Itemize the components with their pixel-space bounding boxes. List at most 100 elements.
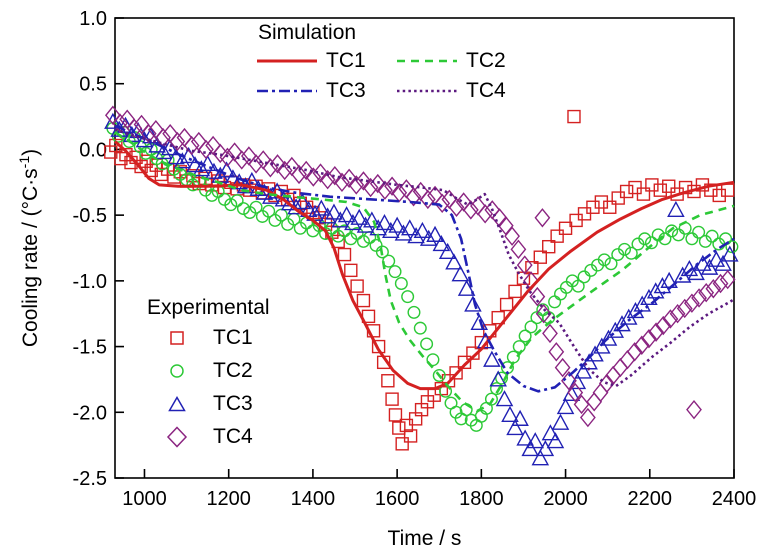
exp-point-circle [375, 245, 389, 259]
exp-point-triangle [551, 413, 570, 430]
exp-point-diamond [326, 166, 343, 186]
exp-point-triangle [344, 213, 362, 231]
exp-point-diamond [633, 335, 650, 355]
exp-point-square [712, 188, 726, 203]
exp-point-triangle [599, 329, 618, 346]
exp-point-triangle [721, 245, 739, 262]
exp-point-square [662, 179, 676, 193]
x-axis-title: Time / s [388, 527, 462, 550]
exp-point-square [395, 437, 409, 451]
exp-point-triangle [337, 206, 356, 223]
x-tick-label: 2200 [628, 488, 673, 510]
sim-line-tc2 [114, 131, 735, 413]
exp-point-square [119, 147, 133, 162]
tc2-line-sample-icon [397, 59, 457, 63]
exp-point-circle [571, 279, 585, 293]
exp-point-triangle [457, 279, 476, 296]
legend-simulation-title: Simulation [258, 21, 357, 44]
exp-point-diamond [691, 288, 707, 308]
exp-point-circle [518, 329, 532, 343]
exp-point-diamond [626, 342, 643, 362]
tc1-line-sample-icon [257, 59, 317, 63]
exp-point-diamond [567, 382, 584, 403]
exp-point-circle [407, 305, 421, 319]
exp-point-triangle [331, 211, 350, 228]
exp-point-triangle [356, 216, 375, 233]
exp-point-diamond [686, 399, 702, 420]
y-tick-label: -1.0 [73, 271, 107, 293]
exp-point-triangle [173, 152, 192, 169]
exp-point-diamond [592, 382, 609, 403]
x-tick-label: 2000 [543, 488, 588, 510]
legend-simulation-row: TC3 TC4 [222, 76, 542, 106]
exp-point-circle [577, 270, 591, 284]
legend-experimental-title: Experimental [147, 296, 270, 319]
tc2-circle-marker-icon [170, 363, 184, 378]
exp-point-circle [236, 202, 250, 216]
exp-point-square [603, 200, 617, 214]
exp-point-triangle [574, 362, 593, 379]
exp-point-triangle [394, 224, 413, 241]
exp-point-diamond [269, 154, 286, 174]
exp-point-square [344, 263, 358, 278]
exp-point-diamond [283, 156, 300, 177]
exp-point-triangle [432, 234, 451, 252]
exp-point-triangle [714, 254, 732, 271]
exp-point-circle [548, 295, 562, 309]
legend-item-exp-tc3: TC3 [145, 387, 270, 420]
exp-point-diamond [434, 193, 451, 214]
exp-point-triangle [546, 432, 565, 449]
exp-point-circle [262, 204, 276, 218]
exp-point-circle [230, 194, 244, 208]
tc3-line-sample-icon [257, 89, 317, 93]
legend-item-sim-tc1: TC1 [256, 49, 370, 73]
exp-point-diamond [619, 350, 636, 370]
exp-point-circle [356, 234, 370, 248]
exp-point-diamond [362, 177, 379, 198]
exp-point-circle [249, 200, 263, 214]
exp-point-diamond [391, 183, 408, 203]
x-tick-label: 1000 [122, 488, 167, 510]
exp-point-triangle [179, 146, 198, 164]
exp-point-circle [432, 368, 446, 382]
legend-item-exp-tc2: TC2 [145, 354, 270, 387]
legend-simulation: Simulation TC1 TC2 [222, 20, 542, 106]
exp-point-circle [394, 276, 408, 290]
exp-point-triangle [687, 263, 705, 281]
exp-point-triangle [483, 350, 501, 367]
exp-point-circle [205, 188, 219, 202]
exp-point-diamond [655, 315, 672, 336]
exp-point-diamond [348, 175, 365, 195]
x-tick-label: 2400 [712, 488, 757, 510]
exp-point-diamond [719, 269, 736, 290]
exp-point-square [550, 229, 564, 243]
exp-point-diamond [355, 171, 372, 191]
exp-point-circle [426, 353, 440, 367]
exp-point-triangle [382, 221, 400, 239]
exp-point-square [337, 247, 352, 262]
y-axis-title: Cooling rate / (°C·s-1) [16, 149, 42, 347]
exp-point-circle [618, 242, 632, 256]
exp-point-diamond [262, 158, 279, 178]
exp-point-circle [644, 236, 658, 250]
exp-point-diamond [612, 357, 629, 378]
exp-point-diamond [305, 167, 322, 187]
legend-label: TC1 [213, 325, 253, 349]
exp-point-diamond [398, 179, 415, 199]
exp-point-triangle [536, 440, 555, 457]
exp-point-square [385, 392, 399, 406]
sim-line-tc1 [114, 140, 735, 391]
exp-point-diamond [198, 139, 214, 160]
exp-point-triangle [516, 429, 534, 446]
legend-label: TC4 [466, 79, 506, 102]
exp-point-diamond [535, 304, 552, 324]
exp-point-triangle [562, 384, 581, 401]
exp-point-circle [506, 350, 520, 364]
x-tick-label: 1800 [459, 488, 504, 510]
exp-point-triangle [694, 254, 712, 271]
exp-point-circle [382, 254, 396, 268]
legend-label: TC1 [326, 49, 366, 72]
exp-point-triangle [511, 409, 529, 426]
exp-point-triangle [541, 424, 560, 441]
exp-point-square [134, 159, 148, 174]
